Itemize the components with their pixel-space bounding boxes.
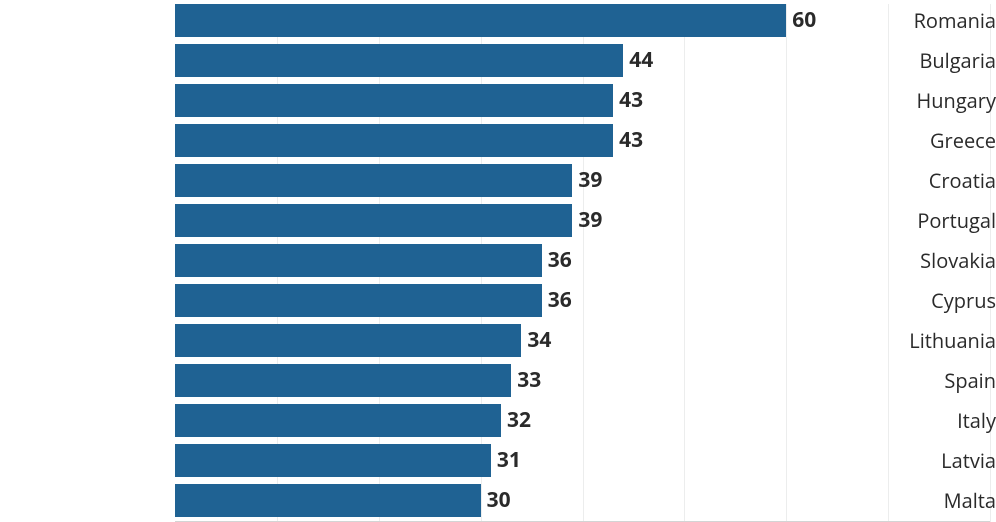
value-label: 33 [517, 364, 541, 397]
category-label: Romania [835, 4, 996, 37]
value-label: 39 [578, 204, 602, 237]
bar [175, 84, 613, 117]
bar [175, 484, 481, 517]
category-label: Hungary [835, 84, 996, 117]
value-label: 31 [497, 444, 521, 477]
category-label: Bulgaria [835, 44, 996, 77]
category-label: Portugal [835, 204, 996, 237]
bar [175, 204, 572, 237]
value-label: 43 [619, 124, 643, 157]
bar [175, 4, 786, 37]
category-label: Croatia [835, 164, 996, 197]
bar [175, 324, 521, 357]
value-label: 36 [548, 244, 572, 277]
value-label: 39 [578, 164, 602, 197]
grid-line [786, 4, 787, 522]
grid-line [583, 4, 584, 522]
category-label: Lithuania [835, 324, 996, 357]
category-label: Greece [835, 124, 996, 157]
value-label: 44 [629, 44, 653, 77]
category-label: Spain [835, 364, 996, 397]
grid-line [684, 4, 685, 522]
bar [175, 164, 572, 197]
bar [175, 284, 542, 317]
category-label: Slovakia [835, 244, 996, 277]
bar [175, 244, 542, 277]
bar [175, 404, 501, 437]
value-label: 34 [527, 324, 551, 357]
category-label: Malta [835, 484, 996, 517]
category-label: Italy [835, 404, 996, 437]
bar [175, 444, 491, 477]
bar [175, 44, 623, 77]
bar-chart: Romania 60 Bulgaria 44 Hungary 43 Greece 43 Croa… [0, 0, 996, 522]
category-label: Cyprus [835, 284, 996, 317]
value-label: 43 [619, 84, 643, 117]
value-label: 30 [487, 484, 511, 517]
bar [175, 124, 613, 157]
bar [175, 364, 511, 397]
category-label: Latvia [835, 444, 996, 477]
value-label: 36 [548, 284, 572, 317]
value-label: 32 [507, 404, 531, 437]
value-label: 60 [792, 4, 816, 37]
